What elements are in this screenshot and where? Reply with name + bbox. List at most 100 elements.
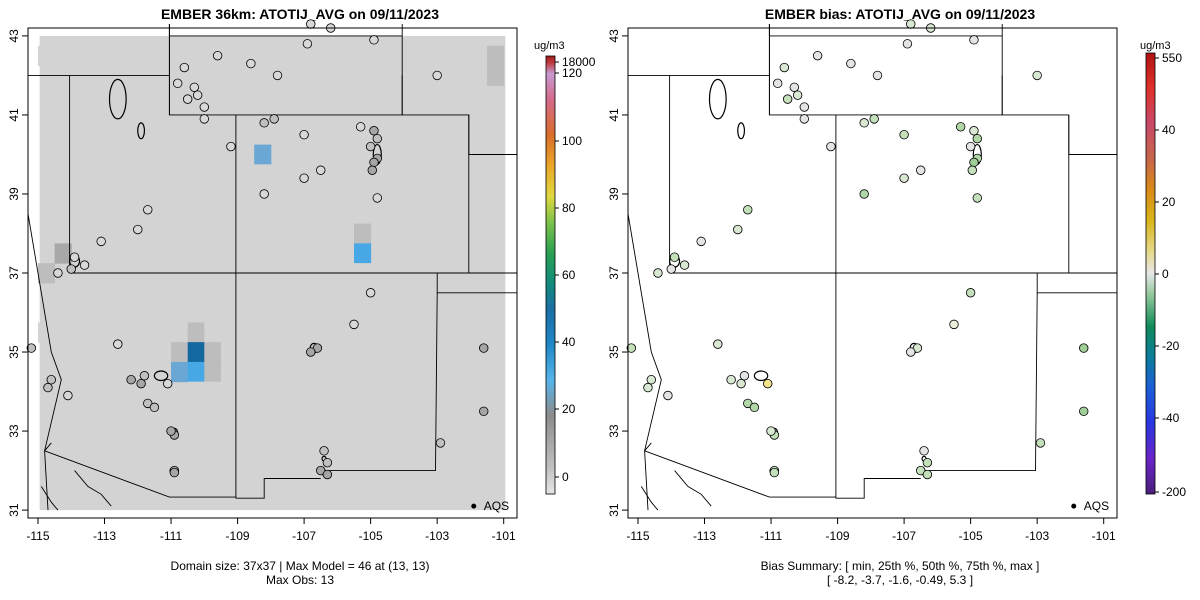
boundary-line bbox=[640, 486, 659, 511]
bias-summary-values: [ -8.2, -3.7, -1.6, -0.49, 5.3 ] bbox=[826, 573, 974, 587]
aqs-bias-marker bbox=[1035, 438, 1046, 448]
aqs-bias-marker bbox=[906, 347, 916, 357]
model-cell bbox=[54, 243, 72, 264]
model-cell bbox=[54, 45, 72, 67]
x-tick-label: -113 bbox=[93, 529, 116, 543]
x-tick-label: -105 bbox=[959, 529, 983, 543]
model-cell bbox=[37, 263, 56, 284]
aqs-bias-marker bbox=[902, 39, 913, 49]
model-cell bbox=[204, 322, 222, 343]
lake-outline bbox=[753, 370, 769, 382]
model-cell bbox=[220, 342, 239, 363]
aqs-site-marker bbox=[136, 378, 146, 389]
aqs-bias-marker bbox=[859, 118, 869, 128]
model-cell bbox=[320, 480, 338, 501]
model-cell bbox=[187, 381, 205, 402]
aqs-site-marker bbox=[365, 288, 376, 298]
model-cell bbox=[254, 322, 272, 343]
model-cell bbox=[270, 401, 288, 422]
model-cell bbox=[204, 421, 222, 442]
aqs-bias-marker bbox=[696, 236, 706, 247]
aqs-site-marker bbox=[96, 236, 106, 247]
colorbar-tick-label: -40 bbox=[1162, 411, 1180, 425]
aqs-bias-marker bbox=[965, 141, 976, 152]
aqs-site-marker bbox=[189, 82, 200, 92]
model-cell bbox=[37, 322, 56, 343]
colorbar-tick-label: 60 bbox=[562, 268, 576, 282]
aqs-bias-marker bbox=[969, 35, 979, 45]
aqs-site-marker bbox=[259, 118, 269, 128]
model-cell bbox=[237, 361, 255, 383]
lake-outline bbox=[108, 78, 127, 120]
boundary-line bbox=[835, 114, 1070, 274]
aqs-bias-marker bbox=[799, 102, 810, 112]
legend-marker bbox=[1071, 503, 1077, 509]
aqs-site-marker bbox=[212, 50, 223, 61]
x-tick-label: -101 bbox=[1092, 529, 1116, 543]
y-tick-label: 31 bbox=[7, 503, 21, 517]
aqs-bias-marker bbox=[967, 165, 977, 175]
aqs-bias-marker bbox=[779, 62, 790, 73]
model-cell bbox=[37, 45, 56, 67]
lake-outline bbox=[737, 122, 746, 140]
model-cell bbox=[187, 361, 205, 383]
y-tick-label: 41 bbox=[607, 108, 621, 122]
aqs-site-marker bbox=[349, 319, 359, 330]
lake-outline bbox=[153, 370, 169, 382]
aqs-site-marker bbox=[169, 467, 180, 478]
model-cell bbox=[320, 322, 338, 343]
model-cell bbox=[287, 322, 305, 343]
colorbar-tick-label: 40 bbox=[1162, 123, 1176, 137]
bias-map: -115 -113 -111 -109 -107 -105 -103 -101 31 33 35 37… bbox=[607, 19, 1186, 543]
aqs-bias-marker bbox=[663, 390, 673, 401]
aqs-bias-marker bbox=[906, 19, 916, 29]
y-tick-label: 35 bbox=[607, 345, 621, 359]
aqs-site-marker bbox=[432, 70, 442, 81]
aqs-site-marker bbox=[143, 205, 153, 215]
boundary-line bbox=[1068, 114, 1117, 155]
boundary-line bbox=[235, 273, 321, 499]
panel-title: EMBER 36km: ATOTIJ_AVG on 09/11/2023 bbox=[160, 6, 440, 22]
aqs-bias-marker bbox=[899, 173, 909, 183]
aqs-bias-marker bbox=[789, 82, 800, 92]
aqs-bias-marker bbox=[869, 114, 879, 124]
aqs-site-marker bbox=[316, 165, 326, 175]
model-cell bbox=[204, 361, 222, 383]
boundary-line bbox=[27, 213, 62, 451]
aqs-bias-marker bbox=[922, 469, 933, 480]
model-cell bbox=[54, 361, 72, 383]
aqs-site-marker bbox=[372, 133, 382, 144]
model-cell bbox=[354, 243, 372, 264]
model-cell bbox=[237, 164, 255, 185]
aqs-bias-marker bbox=[743, 205, 753, 215]
colorbar-tick-label: 18000 bbox=[562, 55, 596, 69]
aqs-site-marker bbox=[172, 78, 183, 89]
y-tick-label: 43 bbox=[7, 29, 21, 43]
model-cell bbox=[237, 342, 255, 363]
model-cell bbox=[270, 342, 288, 363]
aqs-bias-marker bbox=[669, 252, 680, 262]
bias-summary-label: Bias Summary: [ min, 25th %, 50th %, 75t… bbox=[760, 559, 1040, 573]
model-cell bbox=[237, 144, 255, 165]
x-tick-label: -111 bbox=[160, 529, 183, 543]
aqs-site-marker bbox=[299, 129, 309, 140]
colorbar bbox=[545, 55, 556, 495]
boundary-line bbox=[468, 114, 517, 155]
aqs-site-marker bbox=[269, 114, 279, 124]
aqs-bias-marker bbox=[766, 426, 776, 436]
x-tick-label: -111 bbox=[760, 529, 783, 543]
y-tick-label: 43 bbox=[607, 29, 621, 43]
aqs-site-marker bbox=[369, 35, 379, 45]
model-cell bbox=[171, 361, 189, 383]
aqs-site-marker bbox=[139, 371, 150, 381]
x-tick-label: -103 bbox=[425, 529, 449, 543]
lake-outline bbox=[137, 122, 146, 140]
colorbar-unit: ug/m3 bbox=[1140, 40, 1171, 52]
aqs-bias-marker bbox=[749, 402, 760, 413]
legend-label: AQS bbox=[1084, 499, 1109, 513]
lake-outline bbox=[708, 78, 727, 120]
aqs-site-marker bbox=[149, 402, 160, 413]
boundary-line bbox=[40, 486, 59, 511]
model-cell bbox=[354, 421, 372, 442]
model-cell bbox=[254, 342, 272, 363]
